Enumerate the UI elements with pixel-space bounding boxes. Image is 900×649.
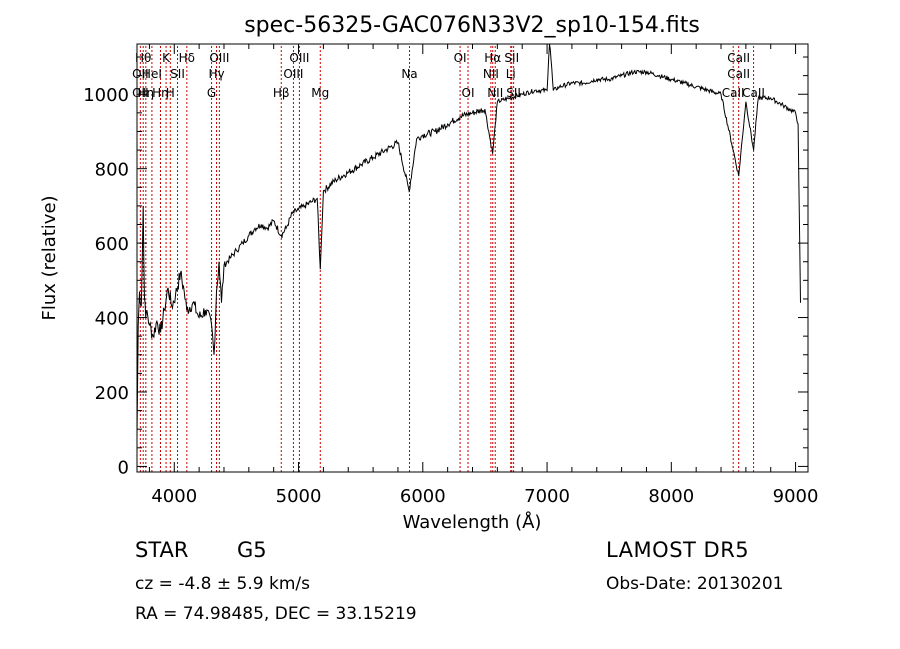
x-tick-label: 5000 [276, 486, 322, 507]
sky-coordinates: RA = 74.98485, DEC = 33.15219 [135, 604, 417, 624]
y-tick-label: 1000 [83, 85, 129, 106]
line-marker-label: Hη [152, 86, 169, 100]
survey-name: LAMOST DR5 [606, 538, 750, 562]
line-marker-label: OIII [209, 51, 229, 65]
spectrum-line-group [136, 43, 801, 437]
line-marker-label: OIII [283, 67, 303, 81]
line-marker-label: NII [487, 86, 503, 100]
line-marker-label: Hα [484, 51, 501, 65]
object-subclass: G5 [237, 538, 267, 562]
line-marker-label: Mg [311, 86, 329, 100]
line-marker-label: OI [462, 86, 475, 100]
line-marker-label: Li [506, 67, 516, 81]
line-marker-label: Hβ [273, 86, 290, 100]
x-tick-label: 7000 [524, 486, 570, 507]
line-marker-label: HeI [142, 67, 162, 81]
line-marker-label: CaII [727, 51, 750, 65]
x-axis-label: Wavelength (Å) [403, 511, 542, 533]
line-marker-label: CaII [722, 86, 745, 100]
line-marker-label: OII [132, 67, 149, 81]
line-marker-label: G [207, 86, 216, 100]
line-marker-label: OIII [289, 51, 309, 65]
line-marker-label: CaII [727, 67, 750, 81]
plot-frame [136, 43, 809, 473]
line-marker-label: Hθ [135, 51, 151, 65]
line-marker-label: Hγ [208, 67, 224, 81]
spectrum-line [136, 43, 801, 437]
redshift-value: cz = -4.8 ± 5.9 km/s [135, 574, 310, 594]
y-tick-label: 400 [95, 309, 129, 330]
line-marker-label: Hη [138, 86, 155, 100]
line-marker-labels-group: OII OII Hθ Hη HeI Hη K H SII Hδ G Hγ OIII Hβ OIII OIII M… [132, 51, 765, 100]
line-marker-label: H [166, 86, 175, 100]
y-tick-label: 0 [118, 457, 129, 478]
x-axis: 4000 5000 6000 7000 8000 9000 [148, 44, 819, 507]
y-tick-label: 200 [95, 383, 129, 404]
line-marker-label: OI [454, 51, 467, 65]
line-marker-label: Hδ [179, 51, 195, 65]
x-tick-label: 6000 [400, 486, 446, 507]
chart-title: spec-56325-GAC076N33V2_sp10-154.fits [244, 13, 700, 38]
observation-date: Obs-Date: 20130201 [606, 574, 784, 594]
y-axis: 0 200 400 600 800 1000 [83, 56, 808, 478]
y-tick-label: 600 [95, 234, 129, 255]
object-class: STAR [135, 538, 189, 562]
line-marker-label: SII [504, 51, 519, 65]
line-marker-label: OII [132, 86, 149, 100]
line-marker-label: NII [483, 67, 499, 81]
y-tick-label: 800 [95, 160, 129, 181]
line-marker-label: SII [170, 67, 185, 81]
line-marker-label: Na [401, 67, 417, 81]
x-tick-label: 8000 [648, 486, 694, 507]
x-tick-label: 4000 [151, 486, 197, 507]
line-markers-group [139, 46, 755, 472]
x-tick-label: 9000 [773, 486, 819, 507]
y-axis-label: Flux (relative) [39, 195, 60, 320]
line-marker-label: K [162, 51, 171, 65]
